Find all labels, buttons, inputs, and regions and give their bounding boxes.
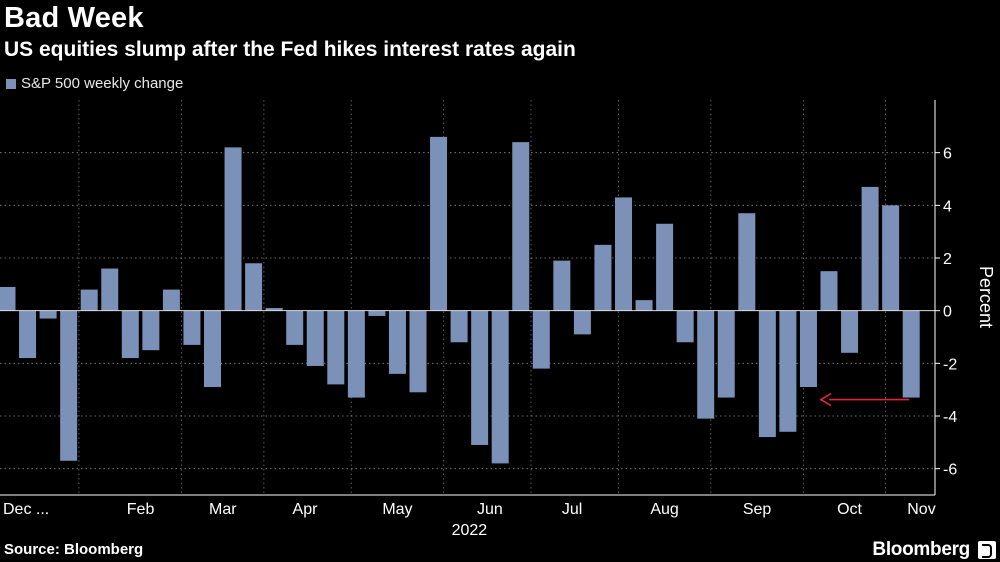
x-tick-label: May bbox=[382, 501, 412, 518]
x-tick-label: Apr bbox=[293, 501, 319, 518]
bar bbox=[121, 310, 139, 359]
bar bbox=[573, 310, 591, 335]
brand-logo-text: Bloomberg bbox=[872, 539, 970, 560]
bar bbox=[656, 223, 674, 311]
grid-lines bbox=[0, 100, 935, 495]
bar bbox=[60, 310, 78, 461]
bar bbox=[19, 310, 37, 359]
bar bbox=[615, 197, 632, 311]
x-tick-label: Nov bbox=[907, 501, 935, 518]
bar bbox=[142, 310, 160, 351]
bar bbox=[450, 310, 468, 343]
chart-subtitle: US equities slump after the Fed hikes in… bbox=[4, 38, 576, 61]
x-tick-label: Feb bbox=[127, 501, 155, 518]
legend-label: S&P 500 weekly change bbox=[21, 75, 184, 92]
bar bbox=[388, 310, 406, 374]
bar bbox=[80, 289, 98, 311]
bar bbox=[265, 308, 283, 311]
bar bbox=[758, 310, 776, 438]
bar bbox=[39, 310, 57, 319]
annotations bbox=[819, 392, 910, 407]
y-tick-label: 0 bbox=[943, 304, 952, 321]
source-note: Source: Bloomberg bbox=[4, 541, 144, 558]
chart-legend: S&P 500 weekly change bbox=[6, 75, 183, 92]
bar bbox=[306, 310, 324, 366]
bar bbox=[738, 213, 756, 311]
bar bbox=[183, 310, 201, 345]
bar bbox=[902, 310, 920, 398]
x-tick-label: Dec ... bbox=[3, 501, 49, 518]
bar bbox=[162, 289, 180, 311]
bar bbox=[717, 310, 735, 398]
x-tick-label: Jul bbox=[562, 501, 582, 518]
bar bbox=[224, 147, 242, 311]
x-tick-label: Aug bbox=[650, 501, 678, 518]
y-tick-label: 2 bbox=[943, 251, 952, 268]
x-tick-label: Sep bbox=[743, 501, 772, 518]
bar bbox=[286, 310, 304, 345]
bar bbox=[409, 310, 427, 393]
bar bbox=[882, 205, 900, 311]
bar bbox=[532, 310, 550, 369]
bar bbox=[512, 142, 530, 311]
legend-swatch bbox=[6, 78, 16, 89]
bar bbox=[491, 310, 509, 464]
y-tick-label: 4 bbox=[943, 198, 952, 215]
y-tick-label: -6 bbox=[943, 462, 957, 479]
bar bbox=[471, 310, 489, 445]
bar bbox=[799, 310, 817, 388]
x-year-label: 2022 bbox=[452, 522, 488, 539]
bar bbox=[430, 136, 448, 311]
bar bbox=[101, 268, 119, 311]
bar bbox=[327, 310, 345, 385]
y-tick-label: 6 bbox=[943, 146, 952, 163]
bar bbox=[245, 263, 263, 311]
bar bbox=[347, 310, 365, 398]
axes: -6 -4 -2 0 2 4 6 Percent Dec ... Feb Mar Apr May Jun J… bbox=[0, 100, 996, 539]
bars bbox=[0, 136, 920, 464]
bar bbox=[553, 260, 571, 311]
bar bbox=[697, 310, 715, 419]
x-tick-label: Mar bbox=[209, 501, 237, 518]
y-axis-label: Percent bbox=[976, 266, 996, 328]
bar bbox=[368, 310, 386, 316]
bar bbox=[779, 310, 797, 432]
bar bbox=[861, 186, 879, 311]
bar bbox=[204, 310, 221, 388]
bar bbox=[0, 286, 16, 311]
chart-title: Bad Week bbox=[4, 2, 144, 34]
y-tick-label: -2 bbox=[943, 356, 957, 373]
bloomberg-logo-icon bbox=[978, 541, 996, 559]
y-tick-label: -4 bbox=[943, 409, 957, 426]
bar bbox=[635, 300, 653, 311]
x-tick-label: Jun bbox=[477, 501, 503, 518]
bar bbox=[676, 310, 694, 343]
annotation-arrow-head bbox=[819, 392, 832, 407]
bar bbox=[594, 244, 612, 311]
x-tick-label: Oct bbox=[837, 501, 862, 518]
bar bbox=[841, 310, 859, 353]
bar bbox=[820, 271, 838, 311]
